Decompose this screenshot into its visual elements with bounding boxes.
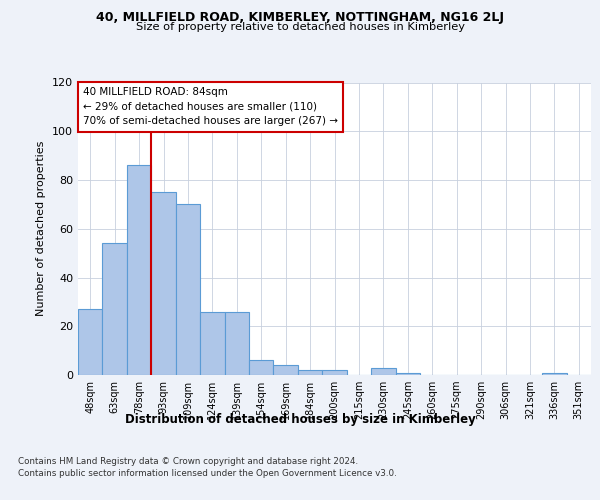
Text: 40, MILLFIELD ROAD, KIMBERLEY, NOTTINGHAM, NG16 2LJ: 40, MILLFIELD ROAD, KIMBERLEY, NOTTINGHA…	[96, 11, 504, 24]
Text: Distribution of detached houses by size in Kimberley: Distribution of detached houses by size …	[125, 412, 475, 426]
Bar	[371, 368, 395, 375]
Text: Contains public sector information licensed under the Open Government Licence v3: Contains public sector information licen…	[18, 468, 397, 477]
Bar	[224, 312, 249, 375]
Text: Contains HM Land Registry data © Crown copyright and database right 2024.: Contains HM Land Registry data © Crown c…	[18, 458, 358, 466]
Bar	[322, 370, 347, 375]
Text: Size of property relative to detached houses in Kimberley: Size of property relative to detached ho…	[136, 22, 464, 32]
Bar	[298, 370, 322, 375]
Text: 40 MILLFIELD ROAD: 84sqm
← 29% of detached houses are smaller (110)
70% of semi-: 40 MILLFIELD ROAD: 84sqm ← 29% of detach…	[83, 87, 338, 126]
Bar	[78, 309, 103, 375]
Bar	[274, 365, 298, 375]
Bar	[395, 372, 420, 375]
Bar	[542, 372, 566, 375]
Bar	[176, 204, 200, 375]
Bar	[200, 312, 224, 375]
Bar	[103, 244, 127, 375]
Bar	[249, 360, 274, 375]
Bar	[127, 166, 151, 375]
Y-axis label: Number of detached properties: Number of detached properties	[37, 141, 46, 316]
Bar	[151, 192, 176, 375]
